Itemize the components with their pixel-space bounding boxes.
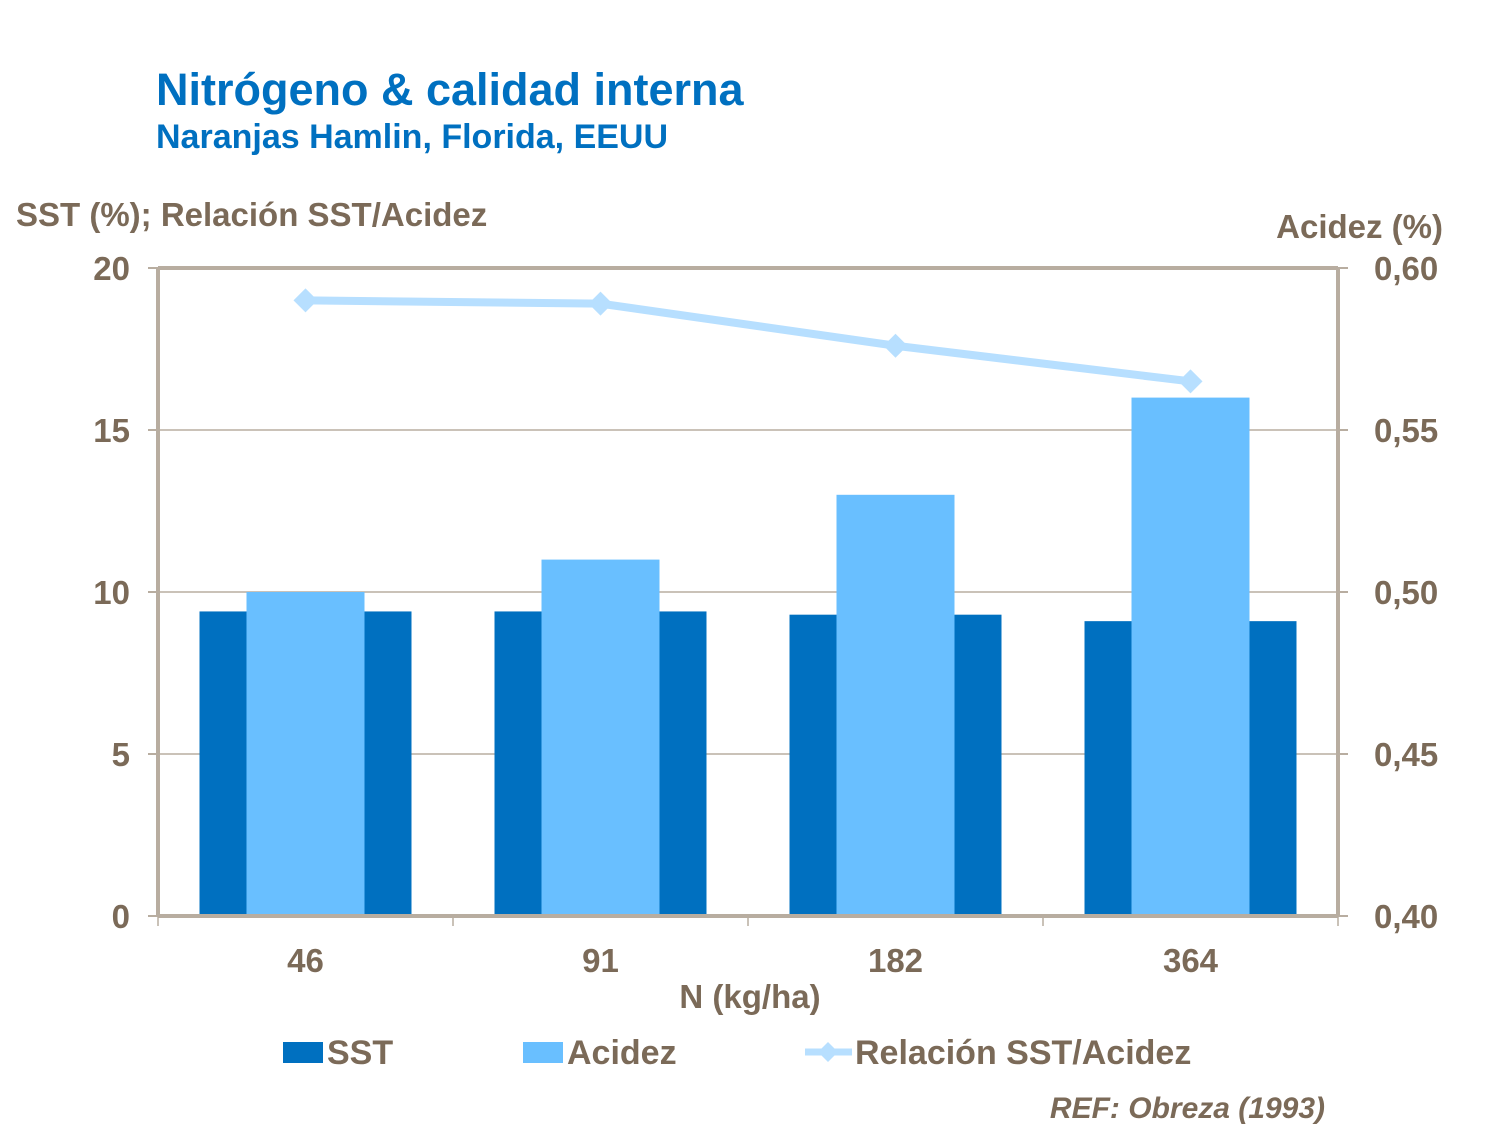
reference-note: REF: Obreza (1993) — [1049, 1092, 1325, 1125]
legend-label-acidez: Acidez — [567, 1034, 677, 1072]
y-axis-left-label: SST (%); Relación SST/Acidez — [16, 196, 488, 233]
y-tick-label-right: 0,60 — [1374, 250, 1438, 287]
y-tick-label-right: 0,50 — [1374, 574, 1438, 611]
marker-ratio — [293, 288, 318, 313]
marker-ratio — [1178, 369, 1203, 394]
legend-label-ratio: Relación SST/Acidez — [855, 1034, 1191, 1072]
y-tick-label-right: 0,40 — [1374, 898, 1438, 935]
y-tick-label-left: 10 — [93, 574, 130, 611]
y-tick-label-right: 0,45 — [1374, 736, 1438, 773]
line-ratio — [305, 296, 1191, 386]
chart-subtitle: Naranjas Hamlin, Florida, EEUU — [156, 118, 669, 156]
x-axis-label: N (kg/ha) — [679, 978, 821, 1015]
legend-marker-ratio — [818, 1042, 838, 1062]
bar-acidez — [836, 494, 955, 916]
y-tick-label-left: 5 — [112, 736, 130, 773]
bar-acidez — [1131, 397, 1250, 917]
y-tick-label-left: 0 — [112, 898, 130, 935]
y-tick-label-left: 15 — [93, 412, 130, 449]
x-tick-label: 46 — [287, 942, 324, 979]
marker-ratio — [588, 291, 613, 316]
y-tick-label-right: 0,55 — [1374, 412, 1438, 449]
y-tick-label-left: 20 — [93, 250, 130, 287]
x-tick-label: 182 — [868, 942, 923, 979]
legend-swatch-acidez — [523, 1042, 563, 1063]
legend-swatch-sst — [283, 1042, 323, 1063]
y-axis-right-label: Acidez (%) — [1276, 208, 1443, 245]
bar-acidez — [541, 559, 660, 916]
bar-acidez — [246, 592, 365, 916]
chart-title: Nitrógeno & calidad interna — [156, 64, 744, 115]
x-tick-label: 364 — [1163, 942, 1219, 979]
legend-label-sst: SST — [327, 1034, 393, 1072]
x-tick-label: 91 — [582, 942, 619, 979]
marker-ratio — [883, 333, 908, 358]
